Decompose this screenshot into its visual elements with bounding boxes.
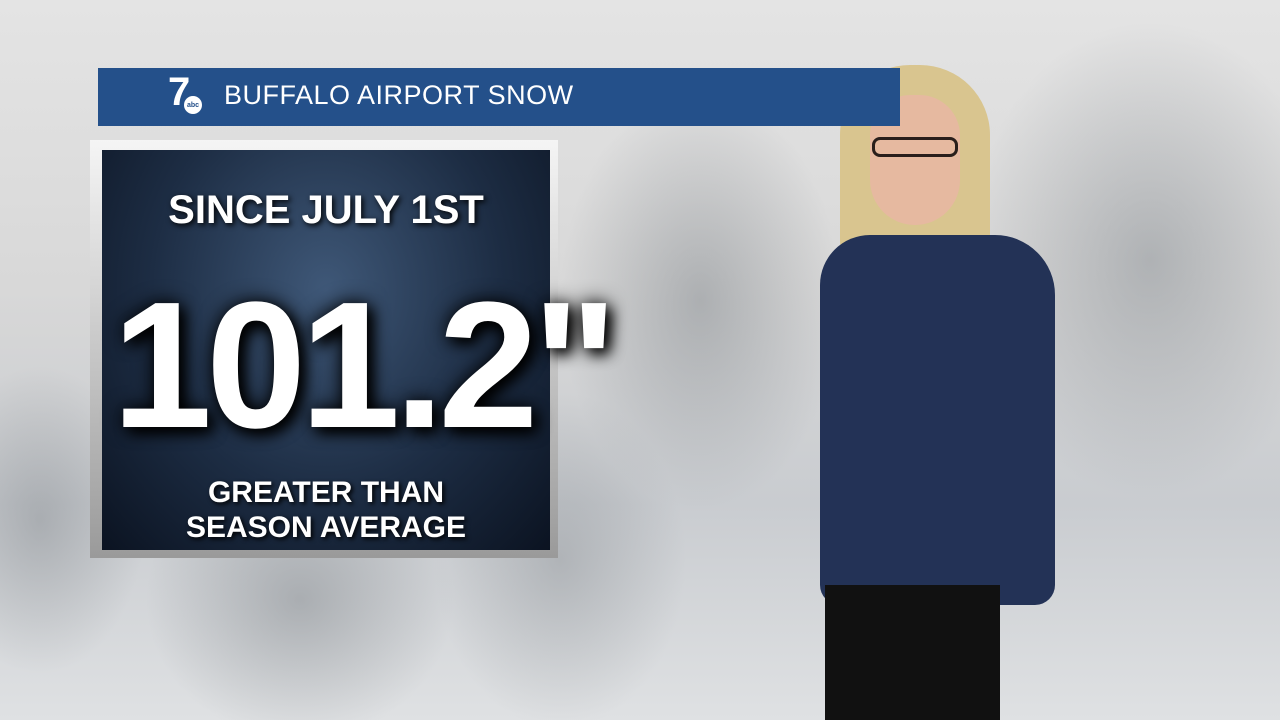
comparison-line-2: SEASON AVERAGE <box>185 511 467 544</box>
comparison-line-1: GREATER THAN <box>207 476 445 509</box>
title-banner: 7 abc BUFFALO AIRPORT SNOW <box>98 68 900 126</box>
snow-total-panel: SINCE JULY 1ST 101.2" GREATER THAN SEASO… <box>90 140 618 558</box>
meteorologist <box>790 65 1060 720</box>
blue-top <box>820 235 1055 605</box>
period-label: SINCE JULY 1ST <box>168 188 484 232</box>
station-logo: 7 abc <box>168 70 206 116</box>
pants <box>825 585 1000 720</box>
glasses <box>872 137 958 157</box>
abc-logo-icon: abc <box>184 96 202 114</box>
banner-title: BUFFALO AIRPORT SNOW <box>224 80 574 110</box>
comparison-label: GREATER THAN SEASON AVERAGE <box>102 475 550 545</box>
panel-inner: SINCE JULY 1ST 101.2" GREATER THAN SEASO… <box>102 150 618 550</box>
snow-total-value: 101.2" <box>112 265 618 466</box>
